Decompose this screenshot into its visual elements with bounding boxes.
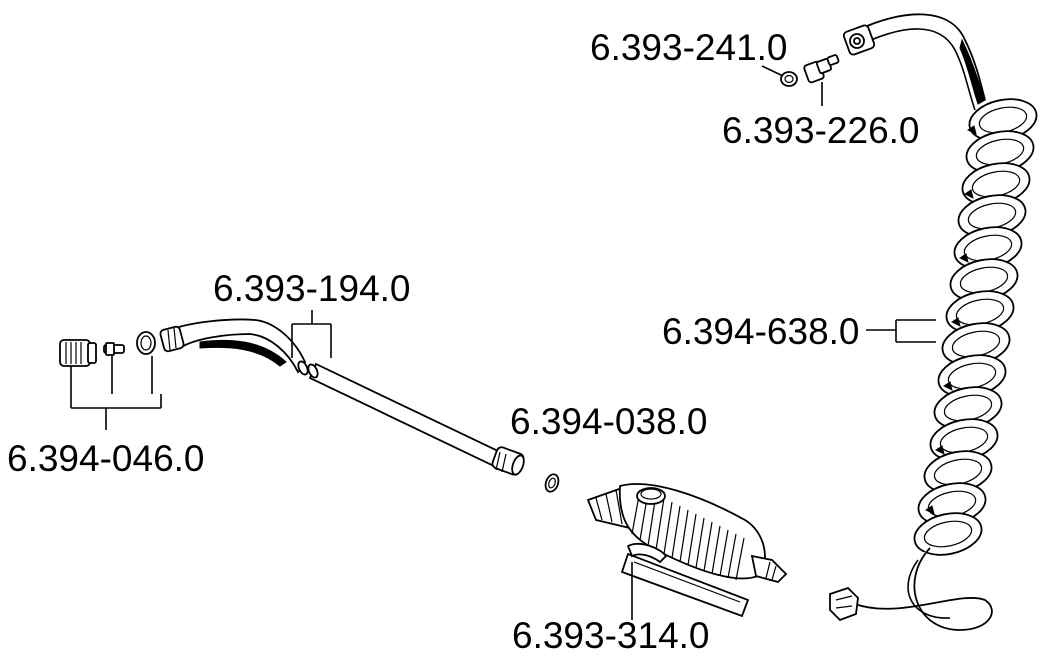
nozzle-nut — [59, 339, 97, 367]
spray-gun — [586, 483, 788, 618]
hose-coils — [913, 98, 1038, 556]
coiled-hose — [829, 13, 1038, 631]
label-fitting-nipple: 6.393-226.0 — [722, 110, 920, 151]
nozzle-insert — [103, 342, 125, 356]
hose-top-connector — [842, 24, 876, 56]
nozzle-washer — [136, 331, 156, 355]
spray-lance — [159, 310, 525, 476]
label-spray-lance: 6.393-194.0 — [213, 268, 411, 309]
gun-trigger — [620, 543, 750, 618]
label-coiled-hose: 6.394-638.0 — [662, 311, 860, 352]
nozzle-kit — [59, 331, 162, 430]
lance-rear-fitting — [491, 446, 525, 476]
label-o-ring: 6.394-038.0 — [510, 401, 708, 442]
fitting-nipple — [803, 54, 840, 84]
hose-bottom-connector — [829, 586, 859, 622]
label-nozzle-kit: 6.394-046.0 — [7, 438, 205, 479]
label-fitting-seal: 6.393-241.0 — [590, 27, 788, 68]
label-spray-gun: 6.393-314.0 — [512, 615, 710, 656]
leader-lines — [631, 65, 936, 620]
fitting-seal — [780, 71, 798, 87]
o-ring — [544, 473, 560, 493]
